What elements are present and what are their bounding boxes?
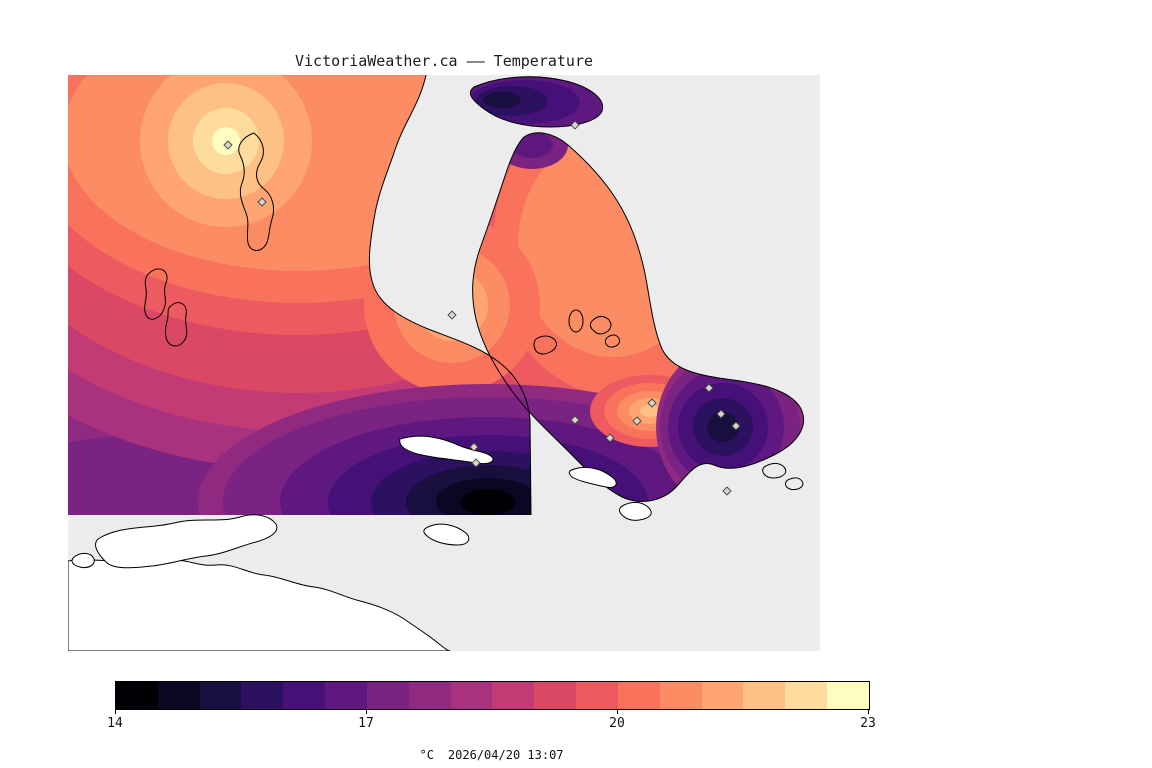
colorbar-segment	[785, 682, 828, 709]
coastline-west-shore	[368, 75, 532, 516]
coastline-islet-5	[785, 477, 804, 491]
coastline-layer	[144, 75, 805, 521]
coastline-island-a	[144, 268, 168, 320]
colorbar-segment	[450, 682, 493, 709]
colorbar-gradient	[115, 681, 870, 710]
station-marker	[469, 442, 479, 452]
colorbar-caption: °C 2026/04/20 13:07	[115, 748, 868, 762]
colorbar-segment	[492, 682, 535, 709]
colorbar: 14 17 20 23 °C 2026/04/20 13:07	[107, 681, 876, 762]
colorbar-segment	[157, 682, 200, 709]
colorbar-axis: 14 17 20 23	[107, 710, 876, 734]
tick-label: 14	[107, 716, 123, 731]
colorbar-segment	[283, 682, 326, 709]
station-marker	[704, 383, 714, 393]
south-islet	[618, 501, 652, 521]
colorbar-segment	[576, 682, 618, 709]
colorbar-segment	[116, 682, 158, 709]
coastline-inlet	[238, 132, 275, 251]
coastline-island-b	[164, 302, 188, 347]
station-marker	[447, 310, 457, 320]
tick-label: 20	[609, 716, 625, 731]
station-marker	[722, 486, 732, 496]
map-area	[68, 75, 820, 651]
colorbar-segment	[701, 682, 744, 709]
tick-mark	[868, 710, 869, 714]
colorbar-segment	[743, 682, 786, 709]
colorbar-segment	[659, 682, 702, 709]
station-marker	[257, 197, 267, 207]
colorbar-segment	[827, 682, 869, 709]
tick-label: 17	[358, 716, 374, 731]
tick-mark	[115, 710, 116, 714]
small-islet-west	[71, 552, 95, 568]
station-marker	[647, 398, 657, 408]
timestamp-label: 2026/04/20 13:07	[447, 748, 564, 762]
coastline-islet-1	[533, 335, 558, 355]
coastline-north-island	[469, 76, 604, 128]
station-marker	[570, 415, 580, 425]
coastline-islet-4	[762, 462, 787, 479]
station-marker	[716, 409, 726, 419]
lagoon-spit	[399, 435, 494, 465]
lake-outline	[568, 309, 584, 333]
tick-label: 23	[860, 716, 876, 731]
coastline-islet-3	[604, 334, 621, 348]
station-marker	[223, 140, 233, 150]
colorbar-segment	[366, 682, 409, 709]
colorbar-segment	[534, 682, 577, 709]
station-marker	[632, 416, 642, 426]
harbour-spit	[568, 466, 617, 488]
colorbar-segment	[617, 682, 660, 709]
temperature-map-svg	[68, 75, 820, 651]
station-marker	[605, 433, 615, 443]
tick-mark	[365, 710, 367, 714]
station-marker	[570, 120, 580, 130]
land-no-data-layer	[68, 514, 470, 651]
tick-mark	[617, 710, 618, 714]
station-marker	[731, 421, 741, 431]
station-marker	[471, 458, 481, 468]
colorbar-segment	[241, 682, 284, 709]
plot-title: VictoriaWeather.ca —— Temperature	[294, 52, 593, 70]
colorbar-segment	[199, 682, 242, 709]
colorbar-segment	[325, 682, 367, 709]
colorbar-segment	[408, 682, 451, 709]
coastline-islet-2	[589, 315, 612, 335]
station-markers	[223, 120, 741, 496]
headland	[423, 523, 470, 546]
island-chain	[95, 514, 278, 569]
unit-label: °C	[419, 748, 434, 762]
coastline-peninsula	[472, 132, 805, 502]
